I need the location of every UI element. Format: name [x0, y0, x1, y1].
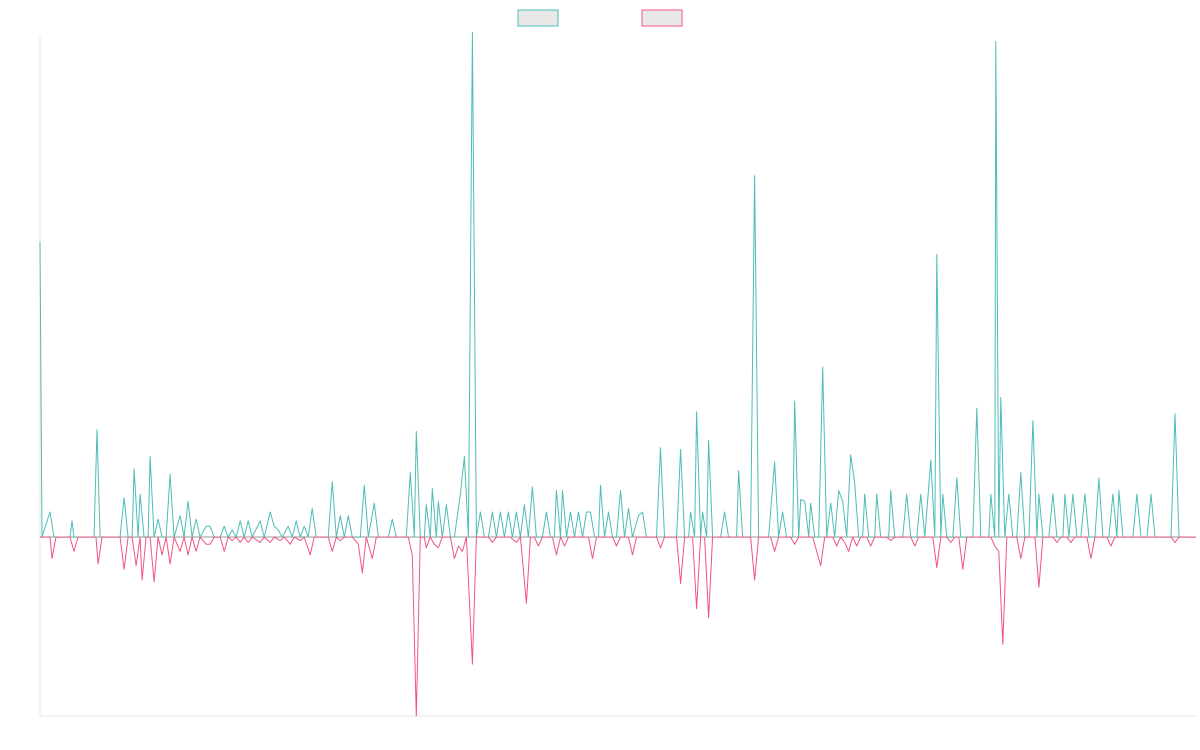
series-2-line	[40, 536, 1196, 717]
series-1-line	[39, 31, 1196, 538]
legend-swatch-series-2[interactable]	[641, 9, 683, 27]
legend-swatch-series-1[interactable]	[517, 9, 559, 27]
series-layer	[39, 31, 1196, 717]
legend[interactable]	[517, 9, 683, 27]
